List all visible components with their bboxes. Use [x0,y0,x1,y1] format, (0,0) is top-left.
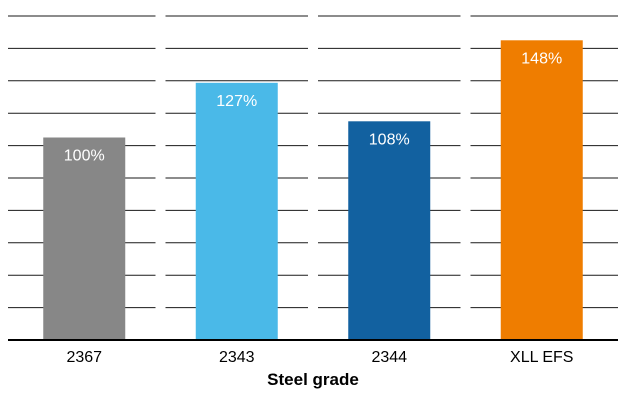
data-label: 100% [64,148,105,165]
data-label: 108% [369,131,410,148]
x-tick-label: XLL EFS [510,349,573,366]
x-tick-label: 2367 [66,349,102,366]
x-tick-label: 2344 [371,349,407,366]
x-axis-title: Steel grade [267,370,359,389]
bar-2367 [43,137,126,340]
x-tick-label: 2343 [219,349,255,366]
data-label: 127% [216,93,257,110]
bar-2343 [195,82,278,340]
bars: 100% 127% 108% 148% [43,40,583,341]
bar-2344 [348,121,431,340]
x-tick-labels: 2367 2343 2344 XLL EFS [66,349,573,366]
data-label: 148% [521,50,562,67]
bar-xll-efs [500,40,583,341]
